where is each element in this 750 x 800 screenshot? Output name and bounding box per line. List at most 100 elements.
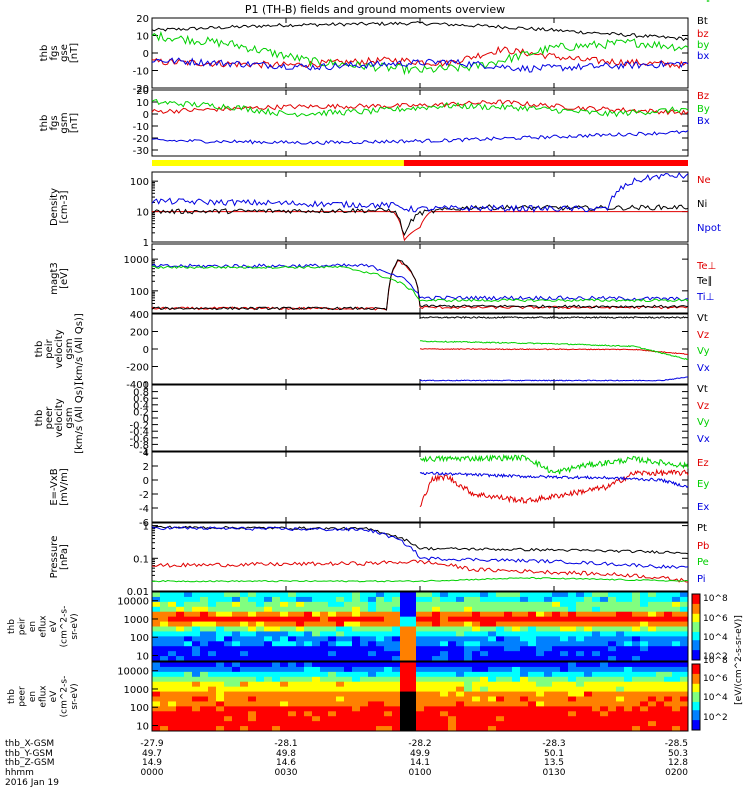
spectrogram-cell (344, 666, 353, 673)
spectrogram-cell (296, 686, 305, 692)
spectrogram-cell (400, 716, 409, 722)
spectrogram-cell (352, 706, 361, 712)
spectrogram-cell (536, 601, 545, 608)
spectrogram-cell (280, 711, 289, 717)
spectrogram-cell (184, 621, 193, 627)
spectrogram-cell (528, 662, 537, 668)
spectrogram-cell (520, 641, 529, 647)
colorbar-cell (692, 688, 700, 691)
spectrogram-cell (656, 646, 665, 652)
legend-Ti: Ti∥ (696, 0, 711, 3)
spectrogram-cell (496, 631, 505, 637)
spectrogram-cell (632, 616, 641, 622)
spectrogram-cell (576, 681, 585, 688)
spectrogram-cell (592, 676, 601, 683)
spectrogram-cell (280, 676, 289, 683)
spectrogram-cell (216, 662, 225, 668)
spectrogram-cell (600, 592, 609, 598)
spectrogram-peir_eflux (151, 591, 689, 662)
spectrogram-cell (336, 676, 345, 683)
spectrogram-cell (520, 681, 529, 688)
spectrogram-cell (496, 701, 505, 707)
spectrogram-cell (512, 592, 521, 598)
spectrogram-cell (440, 666, 449, 673)
series-Ti-line (151, 265, 689, 303)
spectrogram-cell (488, 631, 497, 637)
spectrogram-cell (176, 711, 185, 717)
spectrogram-cell (528, 592, 537, 598)
spectrogram-cell (488, 691, 497, 697)
colorbar-cell (692, 598, 700, 602)
spectrogram-cell (632, 691, 641, 697)
spectrogram-cell (552, 641, 561, 647)
spectrogram-cell (648, 646, 657, 652)
spectrogram-cell (656, 592, 665, 598)
spectrogram-cell (368, 691, 377, 697)
spectrogram-cell (408, 706, 417, 712)
spectrogram-cell (360, 656, 369, 662)
spectrogram-cell (624, 592, 633, 598)
legend-Vx: Vx (697, 434, 710, 445)
spectrogram-cell (528, 641, 537, 647)
spectrogram-cell (608, 596, 617, 603)
spectrogram-cell (480, 656, 489, 662)
spectrogram-cell (168, 696, 177, 702)
spectrogram-cell (208, 691, 217, 697)
spectrogram-cell (352, 592, 361, 598)
spectrogram-cell (512, 681, 521, 688)
spectrogram-cell (488, 671, 497, 678)
spectrogram-cell (512, 726, 521, 732)
spectrogram-cell (440, 631, 449, 637)
spectrogram-cell (376, 671, 385, 678)
spectrogram-cell (224, 681, 233, 688)
panel-peir_velocity (151, 313, 689, 385)
spectrogram-cell (408, 656, 417, 662)
spectrogram-cell (440, 621, 449, 627)
spectrogram-cell (288, 646, 297, 652)
spectrogram-cell (488, 636, 497, 642)
spectrogram-cell (408, 666, 417, 673)
spectrogram-cell (536, 626, 545, 632)
y-axis-label: [nT] (69, 113, 80, 133)
spectrogram-cell (280, 701, 289, 707)
x-axis-row-label: thb_X-GSM (5, 739, 54, 749)
spectrogram-cell (216, 656, 225, 662)
spectrogram-cell (272, 721, 281, 727)
x-axis-value: 12.8 (668, 758, 688, 768)
spectrogram-cell (504, 711, 513, 717)
spectrogram-cell (432, 716, 441, 722)
spectrogram-cell (248, 611, 257, 618)
spectrogram-cell (248, 651, 257, 657)
spectrogram-cell (320, 651, 329, 657)
spectrogram-cell (176, 686, 185, 692)
spectrogram-cell (328, 641, 337, 647)
spectrogram-cell (664, 671, 673, 678)
y-tick-label: 20 (136, 86, 149, 97)
spectrogram-cell (432, 726, 441, 732)
y-tick-label: 100 (130, 703, 149, 714)
spectrogram-cell (424, 621, 433, 627)
spectrogram-cell (416, 641, 425, 647)
spectrogram-cell (416, 721, 425, 727)
spectrogram-cell (424, 686, 433, 692)
legend-Pi: Pi (697, 574, 706, 585)
spectrogram-cell (384, 691, 393, 697)
spectrogram-cell (448, 726, 457, 732)
spectrogram-cell (160, 706, 169, 712)
spectrogram-cell (544, 611, 553, 618)
spectrogram-cell (544, 676, 553, 683)
spectrogram-cell (600, 636, 609, 642)
spectrogram-cell (496, 651, 505, 657)
spectrogram-cell (608, 696, 617, 702)
spectrogram-cell (160, 641, 169, 647)
spectrogram-cell (384, 686, 393, 692)
spectrogram-cell (672, 626, 681, 632)
spectrogram-cell (392, 631, 401, 637)
spectrogram-cell (648, 626, 657, 632)
spectrogram-cell (400, 696, 409, 702)
spectrogram-cell (368, 631, 377, 637)
spectrogram-cell (344, 651, 353, 657)
spectrogram-cell (480, 631, 489, 637)
spectrogram-cell (552, 706, 561, 712)
spectrogram-cell (440, 716, 449, 722)
